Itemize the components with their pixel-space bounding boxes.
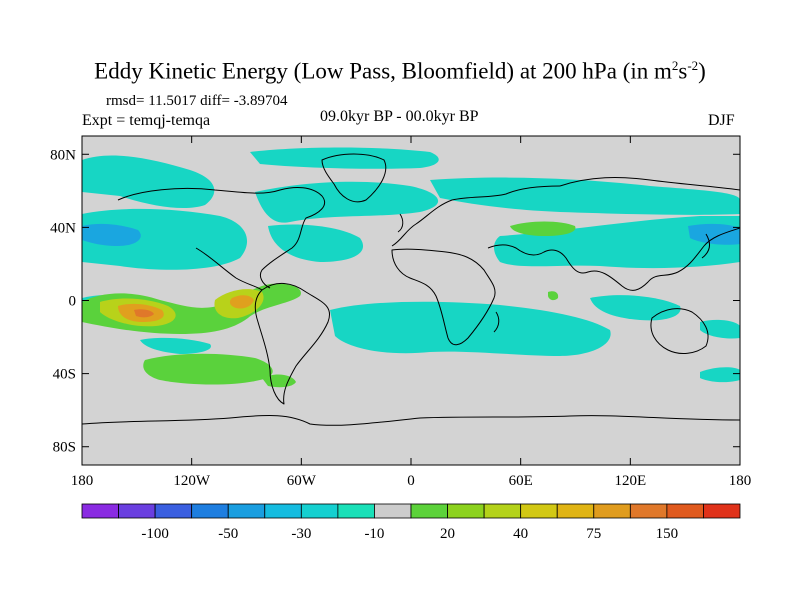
japan-coast bbox=[701, 233, 710, 259]
lon-tick-label: 60E bbox=[509, 473, 533, 489]
peak-region bbox=[134, 309, 154, 318]
colorbar-swatch bbox=[264, 503, 302, 519]
negative-anomaly-regions bbox=[82, 147, 740, 383]
lon-tick-label: 180 bbox=[729, 473, 752, 489]
map-plot-area bbox=[82, 136, 740, 465]
colorbar-swatch bbox=[81, 503, 119, 519]
madagascar-patch bbox=[548, 291, 559, 301]
north-atlantic-band bbox=[255, 181, 439, 223]
colorbar-swatch bbox=[410, 503, 448, 519]
mid-pacific-patch bbox=[140, 337, 211, 354]
europe-coast bbox=[391, 185, 561, 247]
colorbar-label: 40 bbox=[513, 526, 528, 542]
colorbar-swatch bbox=[483, 503, 522, 519]
colorbar-label: 75 bbox=[586, 526, 601, 542]
lat-tick-label: 80S bbox=[53, 440, 76, 456]
colorbar-swatch bbox=[154, 503, 193, 519]
colorbar-swatch bbox=[337, 503, 375, 519]
lon-tick-label: 60W bbox=[287, 473, 317, 489]
asia-coast bbox=[487, 177, 740, 291]
north-america-coast bbox=[117, 187, 326, 289]
lon-tick-label: 0 bbox=[407, 473, 415, 489]
colorbar-swatch bbox=[374, 503, 412, 519]
africa-coast bbox=[391, 248, 496, 346]
north-america-band bbox=[268, 224, 364, 262]
strong-negative-regions bbox=[82, 223, 740, 246]
stats-line: rmsd= 11.5017 diff= -3.89704 bbox=[106, 93, 288, 109]
experiment-label: Expt = temqj-temqa bbox=[82, 112, 211, 129]
colorbar-label: -50 bbox=[218, 526, 238, 542]
arctic-cap bbox=[250, 147, 439, 169]
lon-tick-label: 120E bbox=[614, 473, 646, 489]
pacific-peak bbox=[134, 309, 154, 318]
colorbar-swatch bbox=[300, 503, 339, 519]
mediterranean-patch bbox=[510, 221, 576, 236]
andes-core bbox=[229, 295, 254, 309]
longitude-axis: 180 120W 60W 0 60E 120E 180 bbox=[71, 136, 752, 489]
central-america-coast bbox=[195, 247, 263, 291]
colorbar-swatch bbox=[227, 503, 266, 519]
lon-tick-label: 120W bbox=[173, 473, 211, 489]
lat-tick-label: 80N bbox=[50, 147, 76, 163]
north-pacific-core bbox=[82, 223, 141, 246]
south-america-coast bbox=[254, 283, 330, 405]
colorbar-label: 150 bbox=[656, 526, 679, 542]
colorbar-swatch bbox=[593, 503, 631, 519]
period-label: 09.0kyr BP - 00.0kyr BP bbox=[320, 108, 479, 125]
greenland-coast bbox=[321, 153, 387, 203]
south-pacific-patch bbox=[700, 319, 740, 339]
australia-south-patch bbox=[700, 367, 740, 383]
west-pacific-core bbox=[688, 223, 740, 245]
lon-tick-label: 180 bbox=[71, 473, 94, 489]
colorbar-swatch bbox=[556, 503, 595, 519]
colorbar-label: -100 bbox=[141, 526, 169, 542]
colorbar-swatch bbox=[447, 503, 485, 519]
uk-coast bbox=[397, 213, 404, 233]
colorbar-swatch bbox=[191, 503, 229, 519]
eurasia-band bbox=[430, 177, 740, 215]
madagascar-coast bbox=[493, 311, 500, 333]
colorbar-swatch bbox=[118, 503, 156, 519]
colorbar-label: -10 bbox=[364, 526, 384, 542]
colorbar: -100 -50 -30 -10 20 40 75 150 bbox=[81, 503, 741, 542]
australia-coast bbox=[650, 308, 709, 354]
lat-tick-label: 40N bbox=[50, 220, 76, 236]
colorbar-swatch bbox=[703, 503, 741, 519]
south-pacific-subtropical bbox=[143, 353, 273, 385]
antarctica-coast bbox=[82, 415, 740, 426]
colorbar-swatch bbox=[629, 503, 668, 519]
colorbar-swatch bbox=[666, 503, 704, 519]
east-asia-pacific-band bbox=[494, 216, 740, 269]
colorbar-label: -30 bbox=[291, 526, 311, 542]
latitude-axis: 80N 40N 0 40S 80S bbox=[50, 147, 740, 456]
figure-title: Eddy Kinetic Energy (Low Pass, Bloomfiel… bbox=[94, 58, 706, 84]
colorbar-label: 20 bbox=[440, 526, 455, 542]
lat-tick-label: 40S bbox=[53, 367, 76, 383]
arctic-pacific-band bbox=[82, 155, 215, 209]
colorbar-swatch bbox=[520, 503, 558, 519]
coastlines bbox=[82, 153, 740, 426]
season-label: DJF bbox=[708, 112, 735, 129]
southern-ocean-band bbox=[330, 301, 611, 356]
lat-tick-label: 0 bbox=[69, 294, 77, 310]
